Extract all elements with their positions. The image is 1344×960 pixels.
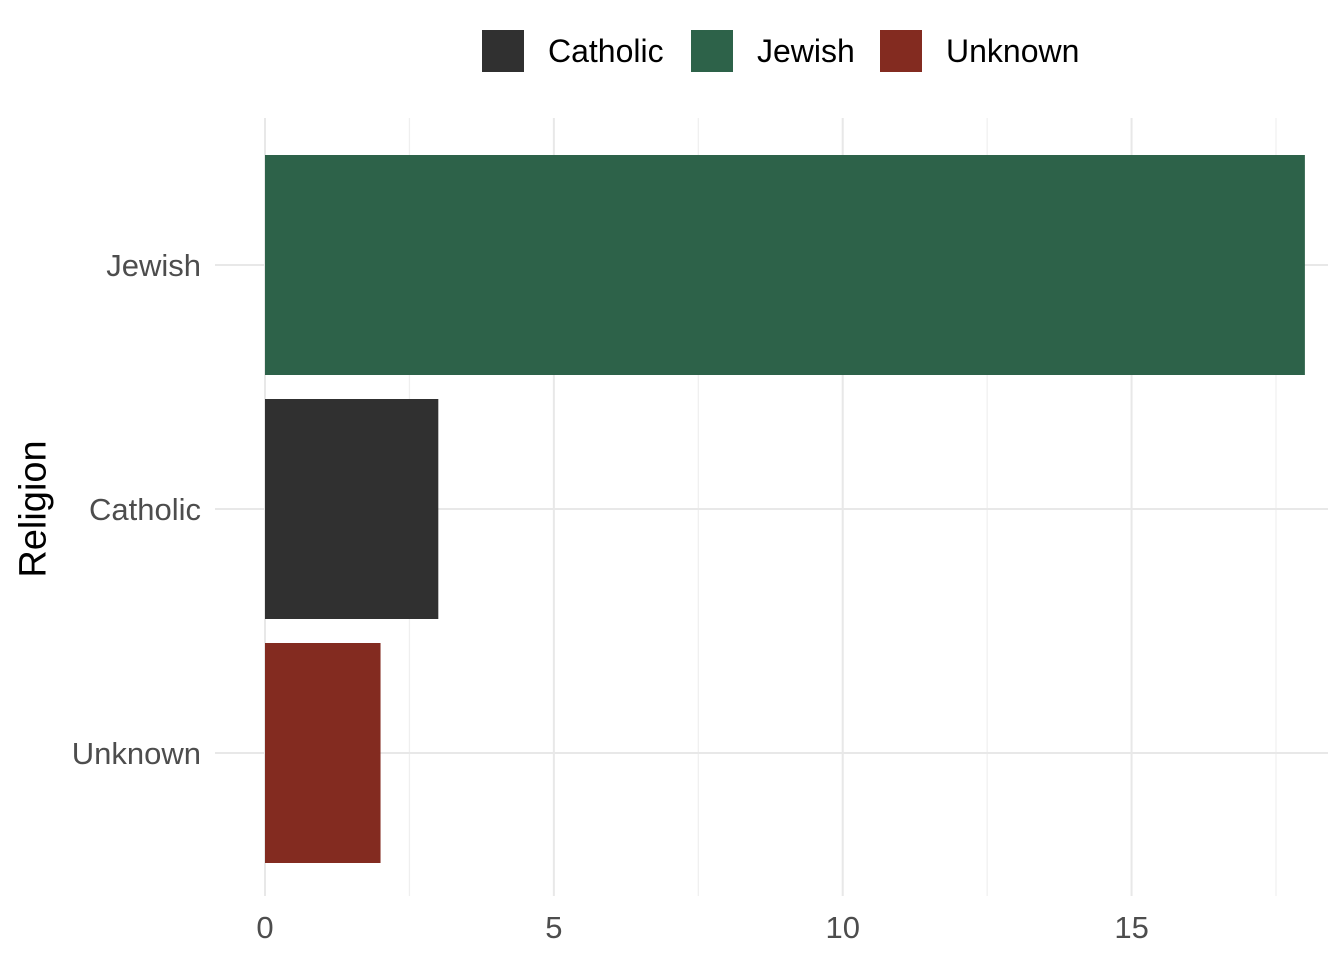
- x-tick-label: 10: [825, 910, 859, 945]
- y-tick-label: Jewish: [106, 248, 201, 283]
- bar-jewish: [265, 155, 1305, 375]
- x-tick-labels: 0 5 10 15: [256, 910, 1148, 945]
- x-tick-label: 5: [545, 910, 562, 945]
- y-tick-label: Unknown: [72, 736, 201, 771]
- legend-swatch-catholic: [482, 30, 524, 72]
- legend: Catholic Jewish Unknown: [0, 30, 1344, 78]
- legend-label-unknown: Unknown: [946, 32, 1080, 69]
- legend-label-catholic: Catholic: [548, 32, 664, 69]
- legend-item-unknown: Unknown: [880, 30, 1079, 72]
- legend-item-jewish: Jewish: [691, 30, 855, 72]
- legend-item-catholic: Catholic: [482, 30, 664, 72]
- y-tick-label: Catholic: [89, 492, 201, 527]
- x-tick-label: 15: [1114, 910, 1148, 945]
- legend-swatch-unknown: [880, 30, 922, 72]
- bar-catholic: [265, 399, 439, 619]
- legend-label-jewish: Jewish: [757, 32, 855, 69]
- legend-swatch-jewish: [691, 30, 733, 72]
- x-tick-label: 0: [256, 910, 273, 945]
- bar-unknown: [265, 643, 381, 863]
- bars: [265, 155, 1305, 863]
- y-tick-labels: Jewish Catholic Unknown: [72, 248, 201, 771]
